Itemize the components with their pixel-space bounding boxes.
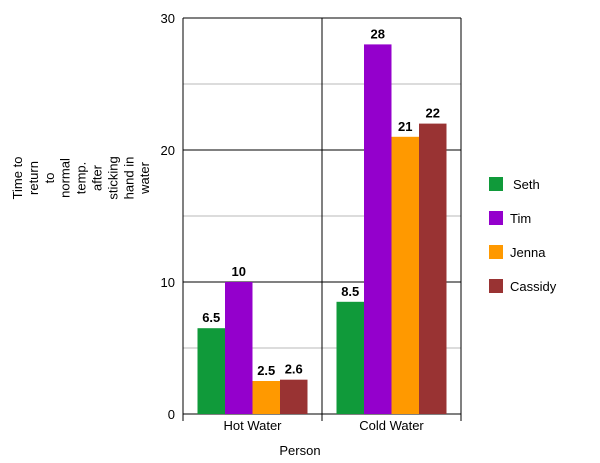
data-label: 8.5 [341,284,359,299]
bar-jenna [391,136,419,415]
data-label: 10 [232,264,246,279]
y-tick-label: 30 [161,11,175,26]
y-axis-label-line: hand in [121,157,136,200]
y-axis-label-line: Time to [10,157,25,200]
x-tick-label: Cold Water [359,418,424,433]
y-axis-label-line: to [42,173,57,184]
data-label: 2.6 [285,362,303,377]
legend-swatch-tim [489,211,503,225]
legend-label: Cassidy [510,279,557,294]
y-axis-label-line: temp. [74,162,89,195]
data-label: 6.5 [202,310,220,325]
legend-swatch-seth [489,177,503,191]
y-tick-label: 0 [168,407,175,422]
bar-cassidy [419,123,447,414]
y-axis-label-line: after [90,164,105,191]
bar-tim [364,44,392,415]
bar-seth [197,328,225,414]
bar-jenna [252,381,280,414]
bar-cassidy [280,379,308,414]
x-axis-label: Person [279,443,320,458]
bar-seth [336,301,364,414]
data-label: 28 [371,26,385,41]
y-axis-label-line: return [26,161,41,195]
legend-label: Tim [510,211,531,226]
y-axis-label: Time toreturntonormaltemp.afterstickingh… [10,156,152,199]
y-tick-label: 20 [161,143,175,158]
legend-swatch-cassidy [489,279,503,293]
y-axis-label-line: normal [58,158,73,198]
data-label: 2.5 [257,363,275,378]
legend-label: Seth [513,177,540,192]
data-label: 22 [426,106,440,121]
x-tick-label: Hot Water [223,418,282,433]
y-tick-label: 10 [161,275,175,290]
legend-swatch-jenna [489,245,503,259]
y-axis-label-line: sticking [105,156,120,199]
bar-tim [225,282,253,414]
y-axis-label-line: water [137,161,152,194]
data-label: 21 [398,119,412,134]
legend-label: Jenna [510,245,546,260]
